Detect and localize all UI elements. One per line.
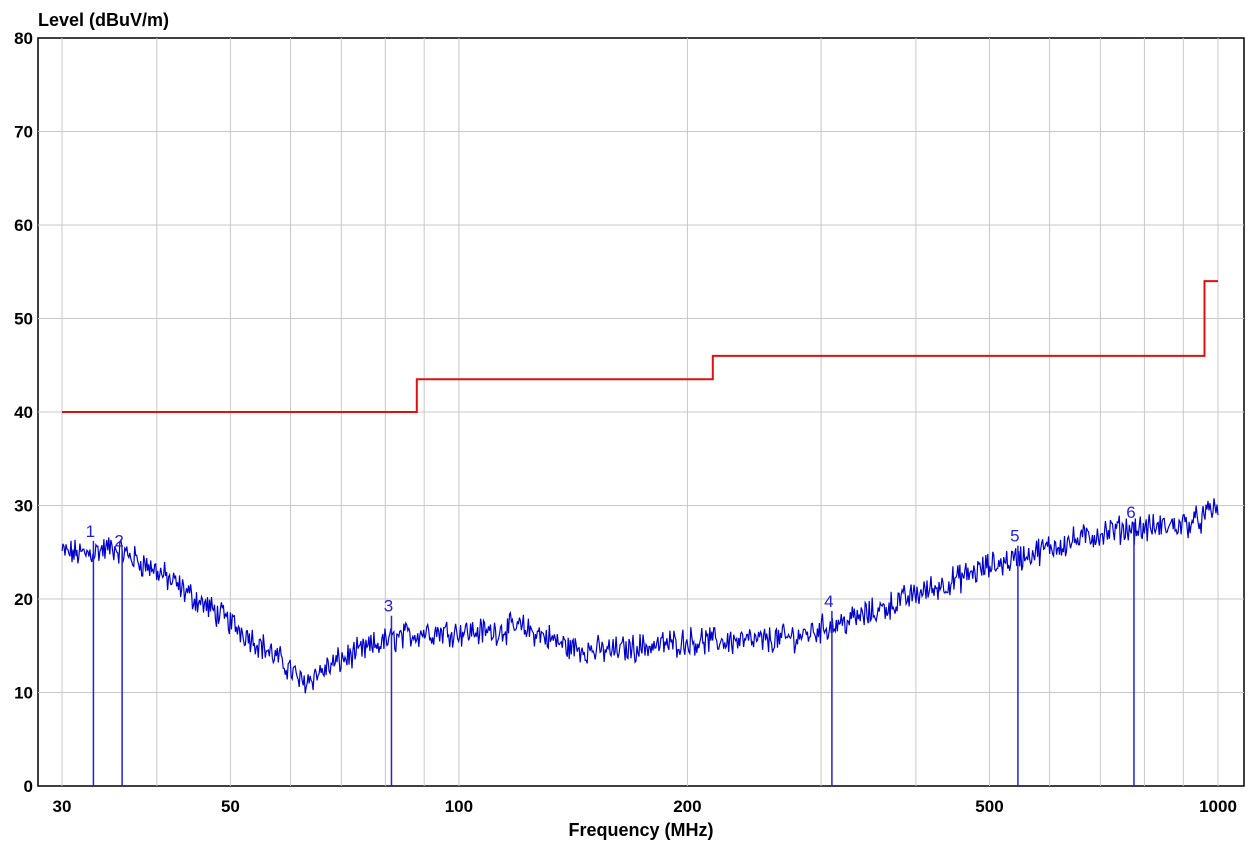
measurement-trace-layer [61,498,1219,694]
marker-layer: 1 2 3 4 5 6 [86,503,1136,786]
marker-label: 4 [824,592,833,611]
y-tick-label: 40 [14,403,33,422]
y-tick-label: 30 [14,497,33,516]
limit-line [62,280,1218,413]
y-tick-label: 70 [14,123,33,142]
marker-label: 3 [384,597,393,616]
x-tick-labels: 30 50 100 200 500 1000 [53,797,1237,816]
x-tick-label: 50 [221,797,240,816]
x-tick-label: 100 [445,797,473,816]
y-tick-labels: 0 10 20 30 40 50 60 70 80 [14,29,33,796]
y-tick-label: 60 [14,216,33,235]
marker-label: 1 [86,522,95,541]
x-tick-label: 500 [975,797,1003,816]
y-tick-label: 20 [14,590,33,609]
x-tick-label: 30 [53,797,72,816]
y-tick-label: 0 [24,777,33,796]
y-tick-label: 80 [14,29,33,48]
marker-label: 5 [1010,527,1019,546]
marker-label: 2 [114,531,123,550]
y-tick-label: 50 [14,310,33,329]
measurement-trace [61,498,1219,694]
y-tick-label: 10 [14,684,33,703]
grid-lines [38,38,1244,786]
marker-label: 6 [1126,503,1135,522]
limit-line-layer [62,280,1218,413]
x-tick-label: 1000 [1199,797,1237,816]
x-tick-label: 200 [673,797,701,816]
y-axis-title: Level (dBuV/m) [38,10,169,30]
x-axis-title: Frequency (MHz) [568,820,713,840]
